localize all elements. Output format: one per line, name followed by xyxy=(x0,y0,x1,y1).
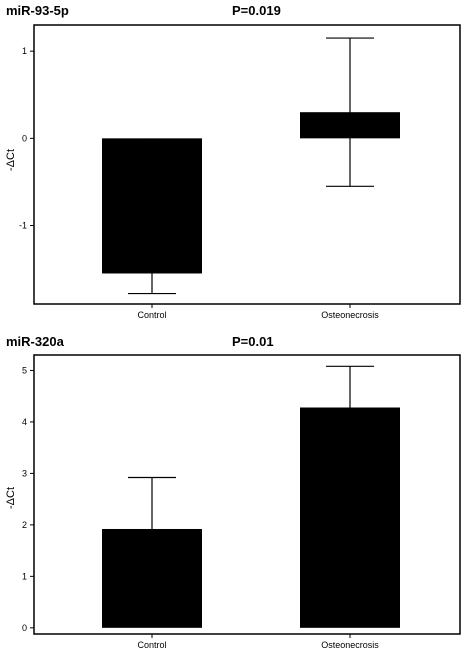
y-tick-label: 1 xyxy=(22,571,27,581)
chart-mir-320a: miR-320a P=0.01 -ΔCt 0 1 2 3 4 5 Control Osteon… xyxy=(5,334,461,650)
y-tick-label: 2 xyxy=(22,520,27,530)
y-tick-label: 4 xyxy=(22,417,27,427)
plot-frame xyxy=(33,354,461,635)
plot-marks: -1 0 1 Control Osteonecrosis xyxy=(19,37,400,320)
y-axis-label: -ΔCt xyxy=(5,149,17,171)
category-label: Control xyxy=(137,310,166,320)
chart-title: miR-320a xyxy=(6,334,65,349)
y-tick-label: 5 xyxy=(22,365,27,375)
y-tick-label: 1 xyxy=(22,46,27,56)
plot-marks: 0 1 2 3 4 5 Control Osteonecrosis xyxy=(22,365,400,650)
plot-frame xyxy=(33,24,461,305)
y-axis-label: -ΔCt xyxy=(5,487,17,509)
chart-title: miR-93-5p xyxy=(6,3,69,18)
category-label: Osteonecrosis xyxy=(321,640,379,650)
y-tick-label: 0 xyxy=(22,133,27,143)
category-label: Osteonecrosis xyxy=(321,310,379,320)
bar-control xyxy=(102,528,202,628)
chart-pvalue: P=0.01 xyxy=(232,334,274,349)
y-tick-label: -1 xyxy=(19,221,27,231)
bar-osteonecrosis xyxy=(300,407,400,628)
chart-mir-93-5p: miR-93-5p P=0.019 -ΔCt -1 0 1 Control Osteon… xyxy=(5,3,461,320)
chart-pvalue: P=0.019 xyxy=(232,3,281,18)
y-tick-label: 0 xyxy=(22,623,27,633)
category-label: Control xyxy=(137,640,166,650)
y-tick-label: 3 xyxy=(22,468,27,478)
